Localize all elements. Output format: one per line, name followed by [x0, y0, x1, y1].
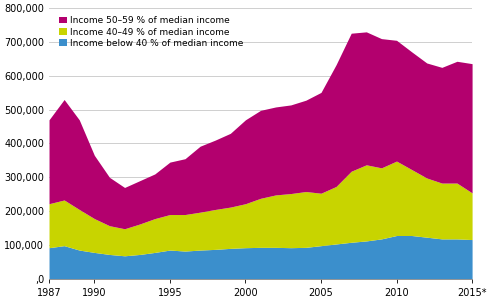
- Legend: Income 50–59 % of median income, Income 40–49 % of median income, Income below 4: Income 50–59 % of median income, Income …: [58, 15, 245, 49]
